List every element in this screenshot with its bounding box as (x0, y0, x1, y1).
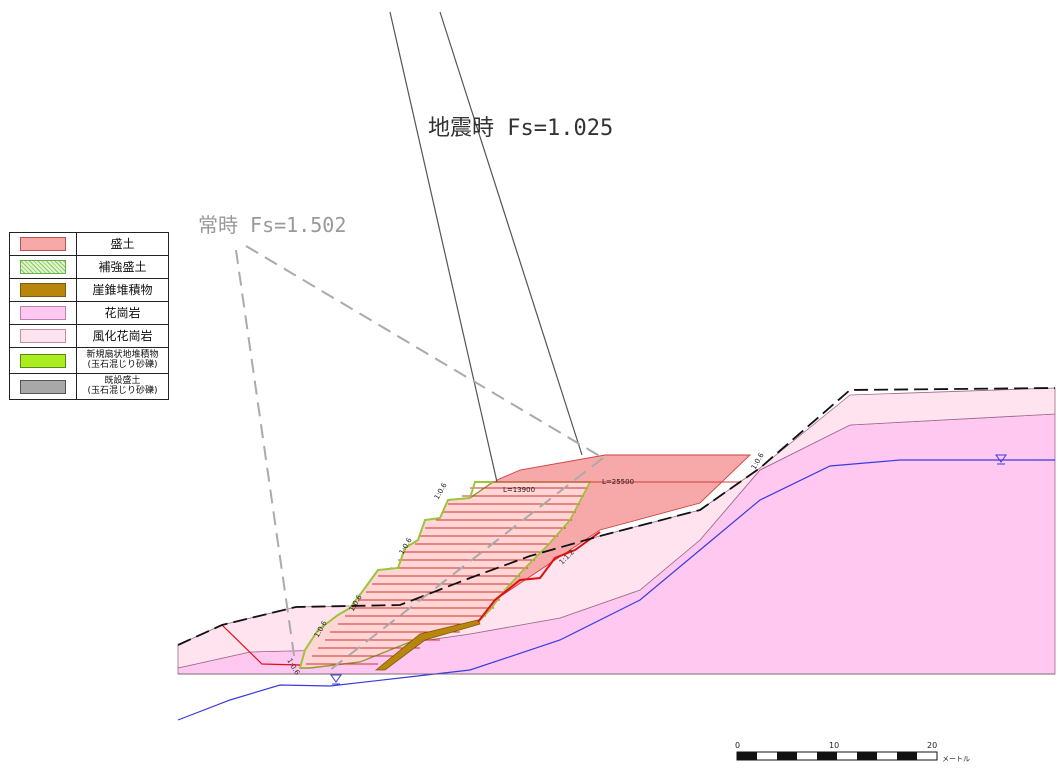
normal-slip-line-3 (329, 457, 604, 671)
legend-row-existing: 既設盛土 (玉石混じり砂礫) (10, 374, 168, 399)
legend-row-weathered: 風化花崗岩 (10, 325, 168, 348)
normal-slip-line (235, 249, 296, 663)
reinforced-swatch (20, 260, 66, 274)
scale-unit: メートル (942, 755, 970, 763)
reinforced-back-edge (477, 481, 591, 623)
legend-label: 補強盛土 (98, 259, 147, 274)
legend-row-fan: 新規扇状地堆積物 (玉石混じり砂礫) (10, 348, 168, 374)
talus-swatch (20, 283, 66, 297)
slope-mark: 1:0.6 (433, 481, 449, 501)
scale-tick-0: 0 (735, 741, 740, 750)
existing-fill-swatch (20, 379, 66, 394)
scale-tick-10: 10 (829, 741, 839, 750)
groundwater-line (177, 459, 1055, 721)
seismic-label: 地震時 Fs=1.025 (428, 116, 613, 141)
fan-deposit-swatch (20, 353, 66, 368)
legend-row-fill: 盛土 (10, 233, 168, 256)
legend-label: 崖錐堆積物 (92, 282, 153, 297)
legend-label: 新規扇状地堆積物 (玉石混じり砂礫) (86, 350, 159, 370)
excavation-line (477, 531, 601, 623)
reinforced-face-edge (299, 481, 493, 669)
normal-label: 常時 Fs=1.502 (198, 213, 346, 237)
seismic-slip-line-2 (439, 11, 583, 456)
water-level-marker (330, 454, 1007, 685)
reinforcement-strips (306, 487, 588, 665)
bench-line-left (221, 624, 301, 666)
legend-label: 盛土 (110, 236, 135, 251)
original-ground-dashed (177, 387, 1056, 646)
legend-row-talus: 崖錐堆積物 (10, 279, 168, 302)
legend-row-granite: 花崗岩 (10, 302, 168, 325)
seismic-slip-line (389, 11, 498, 483)
legend-label: 既設盛土 (玉石混じり砂礫) (87, 376, 158, 396)
length-label-long: L=25500 (602, 478, 634, 486)
legend-label: 花崗岩 (104, 305, 141, 320)
fill-swatch (20, 237, 66, 251)
talus-deposit (374, 619, 481, 671)
scale-tick-20: 20 (927, 741, 937, 750)
scale-bar (736, 751, 938, 761)
length-label-short: L=13900 (503, 486, 535, 494)
legend: 盛土 補強盛土 崖錐堆積物 花崗岩 風化花崗岩 新規扇状地堆積物 (玉石混じり砂… (9, 232, 169, 400)
legend-row-reinforced: 補強盛土 (10, 256, 168, 279)
granite-swatch (20, 306, 66, 320)
weathered-swatch (20, 329, 66, 343)
legend-label: 風化花崗岩 (92, 328, 153, 343)
normal-slip-line-2 (245, 245, 604, 459)
